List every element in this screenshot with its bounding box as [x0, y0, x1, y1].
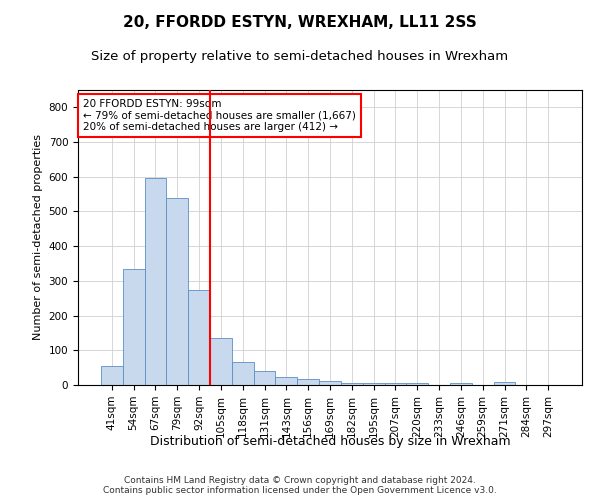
Bar — [363, 383, 385, 385]
Text: 20, FFORDD ESTYN, WREXHAM, LL11 2SS: 20, FFORDD ESTYN, WREXHAM, LL11 2SS — [123, 15, 477, 30]
Text: Contains HM Land Registry data © Crown copyright and database right 2024.
Contai: Contains HM Land Registry data © Crown c… — [103, 476, 497, 495]
Bar — [406, 384, 428, 385]
Bar — [297, 379, 319, 385]
Text: Size of property relative to semi-detached houses in Wrexham: Size of property relative to semi-detach… — [91, 50, 509, 63]
Y-axis label: Number of semi-detached properties: Number of semi-detached properties — [33, 134, 43, 340]
Text: Distribution of semi-detached houses by size in Wrexham: Distribution of semi-detached houses by … — [149, 435, 511, 448]
Bar — [123, 270, 145, 385]
Text: 20 FFORDD ESTYN: 99sqm
← 79% of semi-detached houses are smaller (1,667)
20% of : 20 FFORDD ESTYN: 99sqm ← 79% of semi-det… — [83, 99, 356, 132]
Bar — [101, 366, 123, 385]
Bar — [188, 290, 210, 385]
Bar — [450, 384, 472, 385]
Bar — [319, 381, 341, 385]
Bar — [232, 362, 254, 385]
Bar — [210, 338, 232, 385]
Bar — [341, 382, 363, 385]
Bar — [494, 382, 515, 385]
Bar — [166, 198, 188, 385]
Bar — [254, 371, 275, 385]
Bar — [145, 178, 166, 385]
Bar — [385, 382, 406, 385]
Bar — [275, 378, 297, 385]
